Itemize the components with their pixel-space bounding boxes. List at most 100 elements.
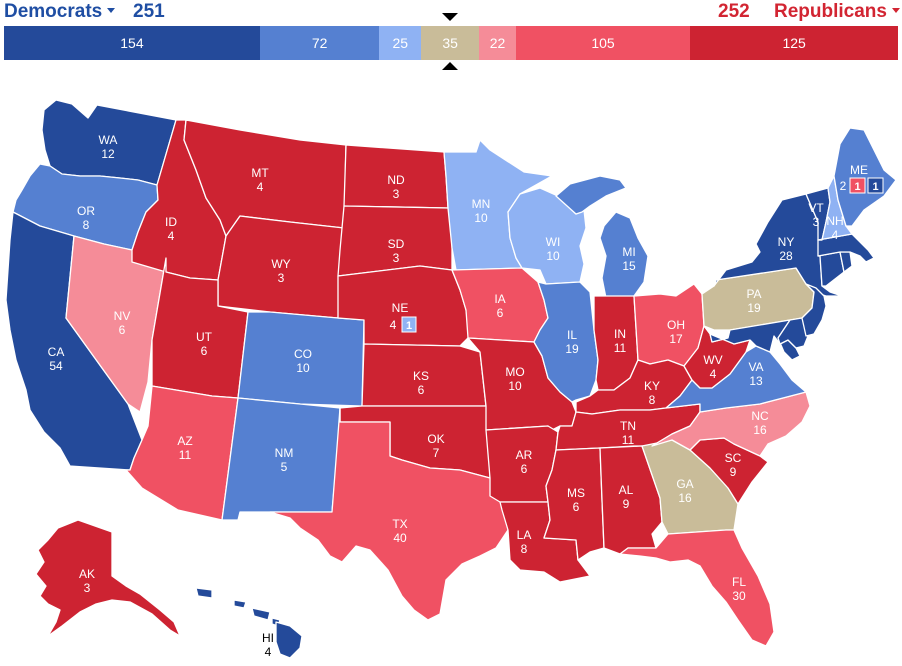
state-ev-in: 11 xyxy=(614,341,627,355)
state-nj[interactable] xyxy=(801,283,827,337)
bar-segment-likely-r[interactable]: 105 xyxy=(515,26,691,60)
state-ev-sd: 3 xyxy=(393,251,400,265)
state-ev-ut: 6 xyxy=(201,344,208,358)
bar-segment-safe-d[interactable]: 154 xyxy=(4,26,260,60)
midpoint-marker-bottom-icon xyxy=(442,62,458,70)
state-label-ks: KS xyxy=(413,369,429,383)
state-ev-mt: 4 xyxy=(257,180,264,194)
state-ev-ky: 8 xyxy=(649,393,656,407)
state-az[interactable] xyxy=(125,385,239,521)
state-label-nd: ND xyxy=(387,173,405,187)
state-ev-ar: 6 xyxy=(521,462,528,476)
state-ev-nc: 16 xyxy=(753,423,767,437)
state-label-oh: OH xyxy=(667,318,685,332)
state-ev-ga: 16 xyxy=(678,491,692,505)
state-ev-mi: 15 xyxy=(622,259,636,273)
state-label-in: IN xyxy=(614,327,626,341)
state-label-mi: MI xyxy=(622,245,635,259)
state-label-sd: SD xyxy=(388,237,405,251)
bar-segment-lean-r[interactable]: 22 xyxy=(479,26,516,60)
republicans-dropdown[interactable]: Republicans xyxy=(774,1,900,23)
bar-segment-safe-r[interactable]: 125 xyxy=(690,26,898,60)
democrats-total: 251 xyxy=(133,1,165,22)
state-ev-ia: 6 xyxy=(497,306,504,320)
state-ev-or: 8 xyxy=(83,218,90,232)
bar-segment-lean-d[interactable]: 25 xyxy=(379,26,422,60)
state-ev-pa: 19 xyxy=(747,301,761,315)
state-nv[interactable] xyxy=(65,235,167,413)
state-label-nm: NM xyxy=(275,446,294,460)
state-ev-wi: 10 xyxy=(546,249,560,263)
state-ev-nh: 4 xyxy=(832,228,839,242)
state-mi-upper[interactable] xyxy=(555,175,649,299)
state-ev-la: 8 xyxy=(521,542,528,556)
state-ak[interactable] xyxy=(35,519,181,637)
state-label-wy: WY xyxy=(271,257,290,271)
state-label-id: ID xyxy=(165,215,177,229)
state-fl[interactable] xyxy=(619,529,775,647)
me-district-2-box[interactable] xyxy=(867,177,884,194)
midpoint-marker-top-icon xyxy=(442,13,458,21)
bar-segment-likely-d[interactable]: 72 xyxy=(259,26,380,60)
state-ev-oh: 17 xyxy=(669,332,683,346)
state-ma[interactable] xyxy=(817,233,875,263)
state-label-al: AL xyxy=(619,483,634,497)
chevron-down-icon xyxy=(891,8,900,13)
state-ev-id: 4 xyxy=(168,229,175,243)
state-ev-nv: 6 xyxy=(119,323,126,337)
state-ev-hi: 4 xyxy=(265,645,272,659)
state-ev-ny: 28 xyxy=(779,249,793,263)
header: Democrats 251 252 Republicans xyxy=(0,0,902,24)
state-ev-co: 10 xyxy=(296,361,310,375)
state-ev-ms: 6 xyxy=(573,500,580,514)
state-ev-il: 19 xyxy=(565,342,579,356)
state-label-ga: GA xyxy=(676,477,693,491)
electoral-vote-bar: 154 72 25 35 22 105 125 xyxy=(4,26,898,60)
state-me[interactable] xyxy=(833,127,897,227)
state-label-wa: WA xyxy=(99,133,118,147)
chevron-down-icon xyxy=(107,8,116,13)
state-label-la: LA xyxy=(517,528,532,542)
state-tx[interactable] xyxy=(269,407,509,621)
state-md[interactable] xyxy=(709,319,801,361)
state-label-nv: NV xyxy=(114,309,131,323)
state-label-ky: KY xyxy=(644,379,660,393)
state-label-ne: NE xyxy=(392,301,409,315)
state-ev-va: 13 xyxy=(749,374,763,388)
state-label-ak: AK xyxy=(79,567,95,581)
state-ev-ca: 54 xyxy=(49,359,63,373)
ne-district-box[interactable] xyxy=(401,316,417,333)
state-label-wv: WV xyxy=(703,353,722,367)
state-nc[interactable] xyxy=(651,391,811,457)
state-ev-sc: 9 xyxy=(730,465,737,479)
state-ev-wa: 12 xyxy=(101,147,115,161)
state-label-nc: NC xyxy=(751,409,769,423)
state-label-mt: MT xyxy=(251,166,269,180)
bar-segment-tossup[interactable]: 35 xyxy=(421,26,480,60)
democrats-dropdown[interactable]: Democrats xyxy=(4,1,116,23)
state-label-hi: HI xyxy=(262,631,274,645)
state-ct[interactable] xyxy=(817,251,845,287)
state-label-ia: IA xyxy=(494,292,505,306)
democrats-label: Democrats xyxy=(4,1,103,22)
state-label-va: VA xyxy=(748,360,763,374)
state-label-ny: NY xyxy=(778,235,795,249)
state-ev-tx: 40 xyxy=(393,531,407,545)
state-label-vt: VT xyxy=(808,201,824,215)
state-ev-ok: 7 xyxy=(433,446,440,460)
state-ev-nd: 3 xyxy=(393,187,400,201)
me-district-1-box[interactable] xyxy=(849,177,866,194)
me-district-2-ev: 1 xyxy=(872,181,878,193)
state-label-ca: CA xyxy=(48,345,65,359)
state-ev-mn: 10 xyxy=(474,211,488,225)
state-label-me: ME xyxy=(850,163,868,177)
state-label-ar: AR xyxy=(516,448,533,462)
state-label-pa: PA xyxy=(746,287,761,301)
me-district-1-ev: 1 xyxy=(854,181,860,193)
state-label-mn: MN xyxy=(472,197,491,211)
state-il[interactable] xyxy=(533,281,599,403)
state-label-wi: WI xyxy=(546,235,561,249)
state-label-tn: TN xyxy=(620,419,636,433)
state-hi[interactable] xyxy=(195,587,303,659)
